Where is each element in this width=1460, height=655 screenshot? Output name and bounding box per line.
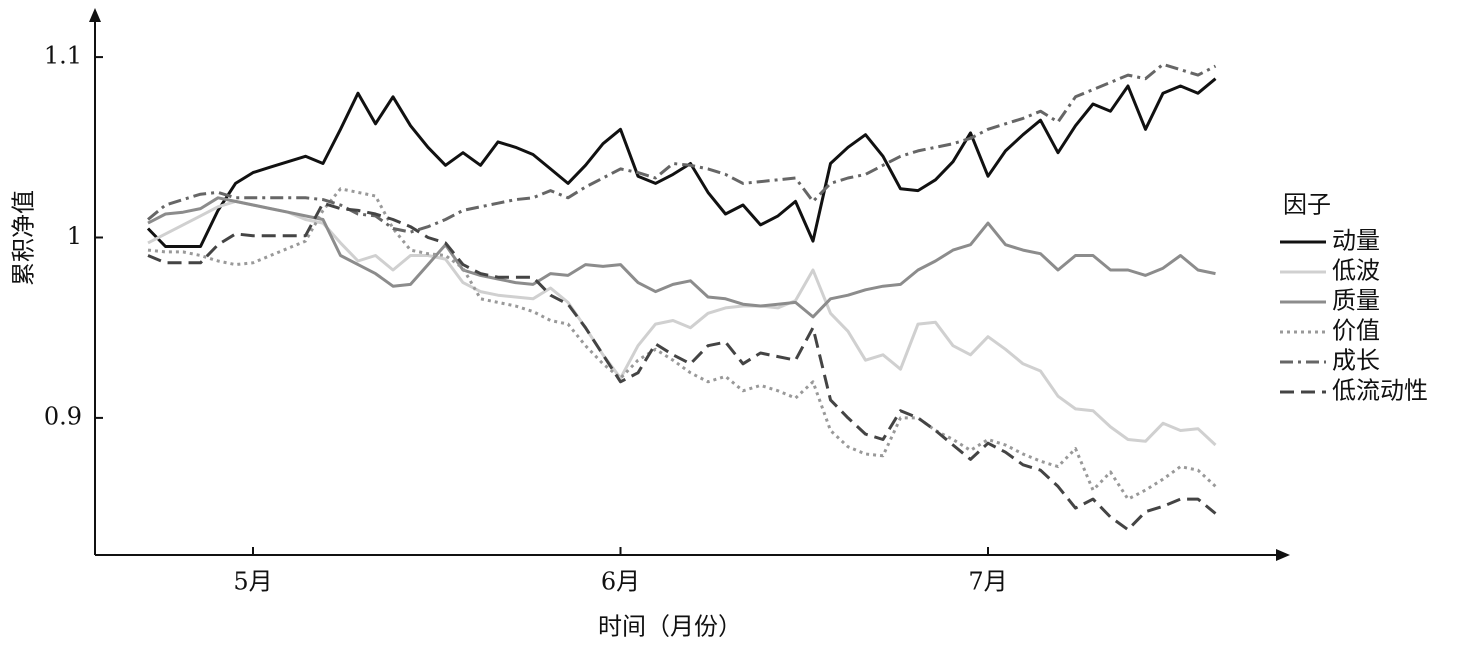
- legend-label: 低波: [1332, 257, 1380, 285]
- x-tick-label: 7月: [968, 568, 1007, 596]
- x-tick-label: 6月: [601, 568, 640, 596]
- x-axis-label: 时间（月份）: [598, 613, 742, 641]
- y-axis-arrow: [89, 8, 101, 22]
- y-tick-label: 1: [67, 222, 82, 250]
- x-axis-arrow: [1276, 549, 1290, 561]
- legend-label: 质量: [1332, 287, 1380, 315]
- y-tick-label: 0.9: [44, 402, 82, 430]
- y-axis-label: 累积净值: [10, 190, 38, 286]
- legend-label: 低流动性: [1332, 377, 1428, 405]
- y-tick-label: 1.1: [44, 42, 82, 70]
- series-line: [147, 199, 1217, 447]
- series-line: [147, 196, 1216, 319]
- series-line: [147, 187, 1217, 501]
- legend-label: 动量: [1332, 227, 1380, 255]
- x-tick-label: 5月: [233, 568, 272, 596]
- series-line: [146, 77, 1217, 248]
- series-line: [147, 201, 1217, 532]
- legend-title: 因子: [1283, 191, 1331, 219]
- legend-label: 成长: [1332, 347, 1380, 375]
- legend-label: 价值: [1332, 317, 1380, 345]
- series-line: [147, 62, 1217, 234]
